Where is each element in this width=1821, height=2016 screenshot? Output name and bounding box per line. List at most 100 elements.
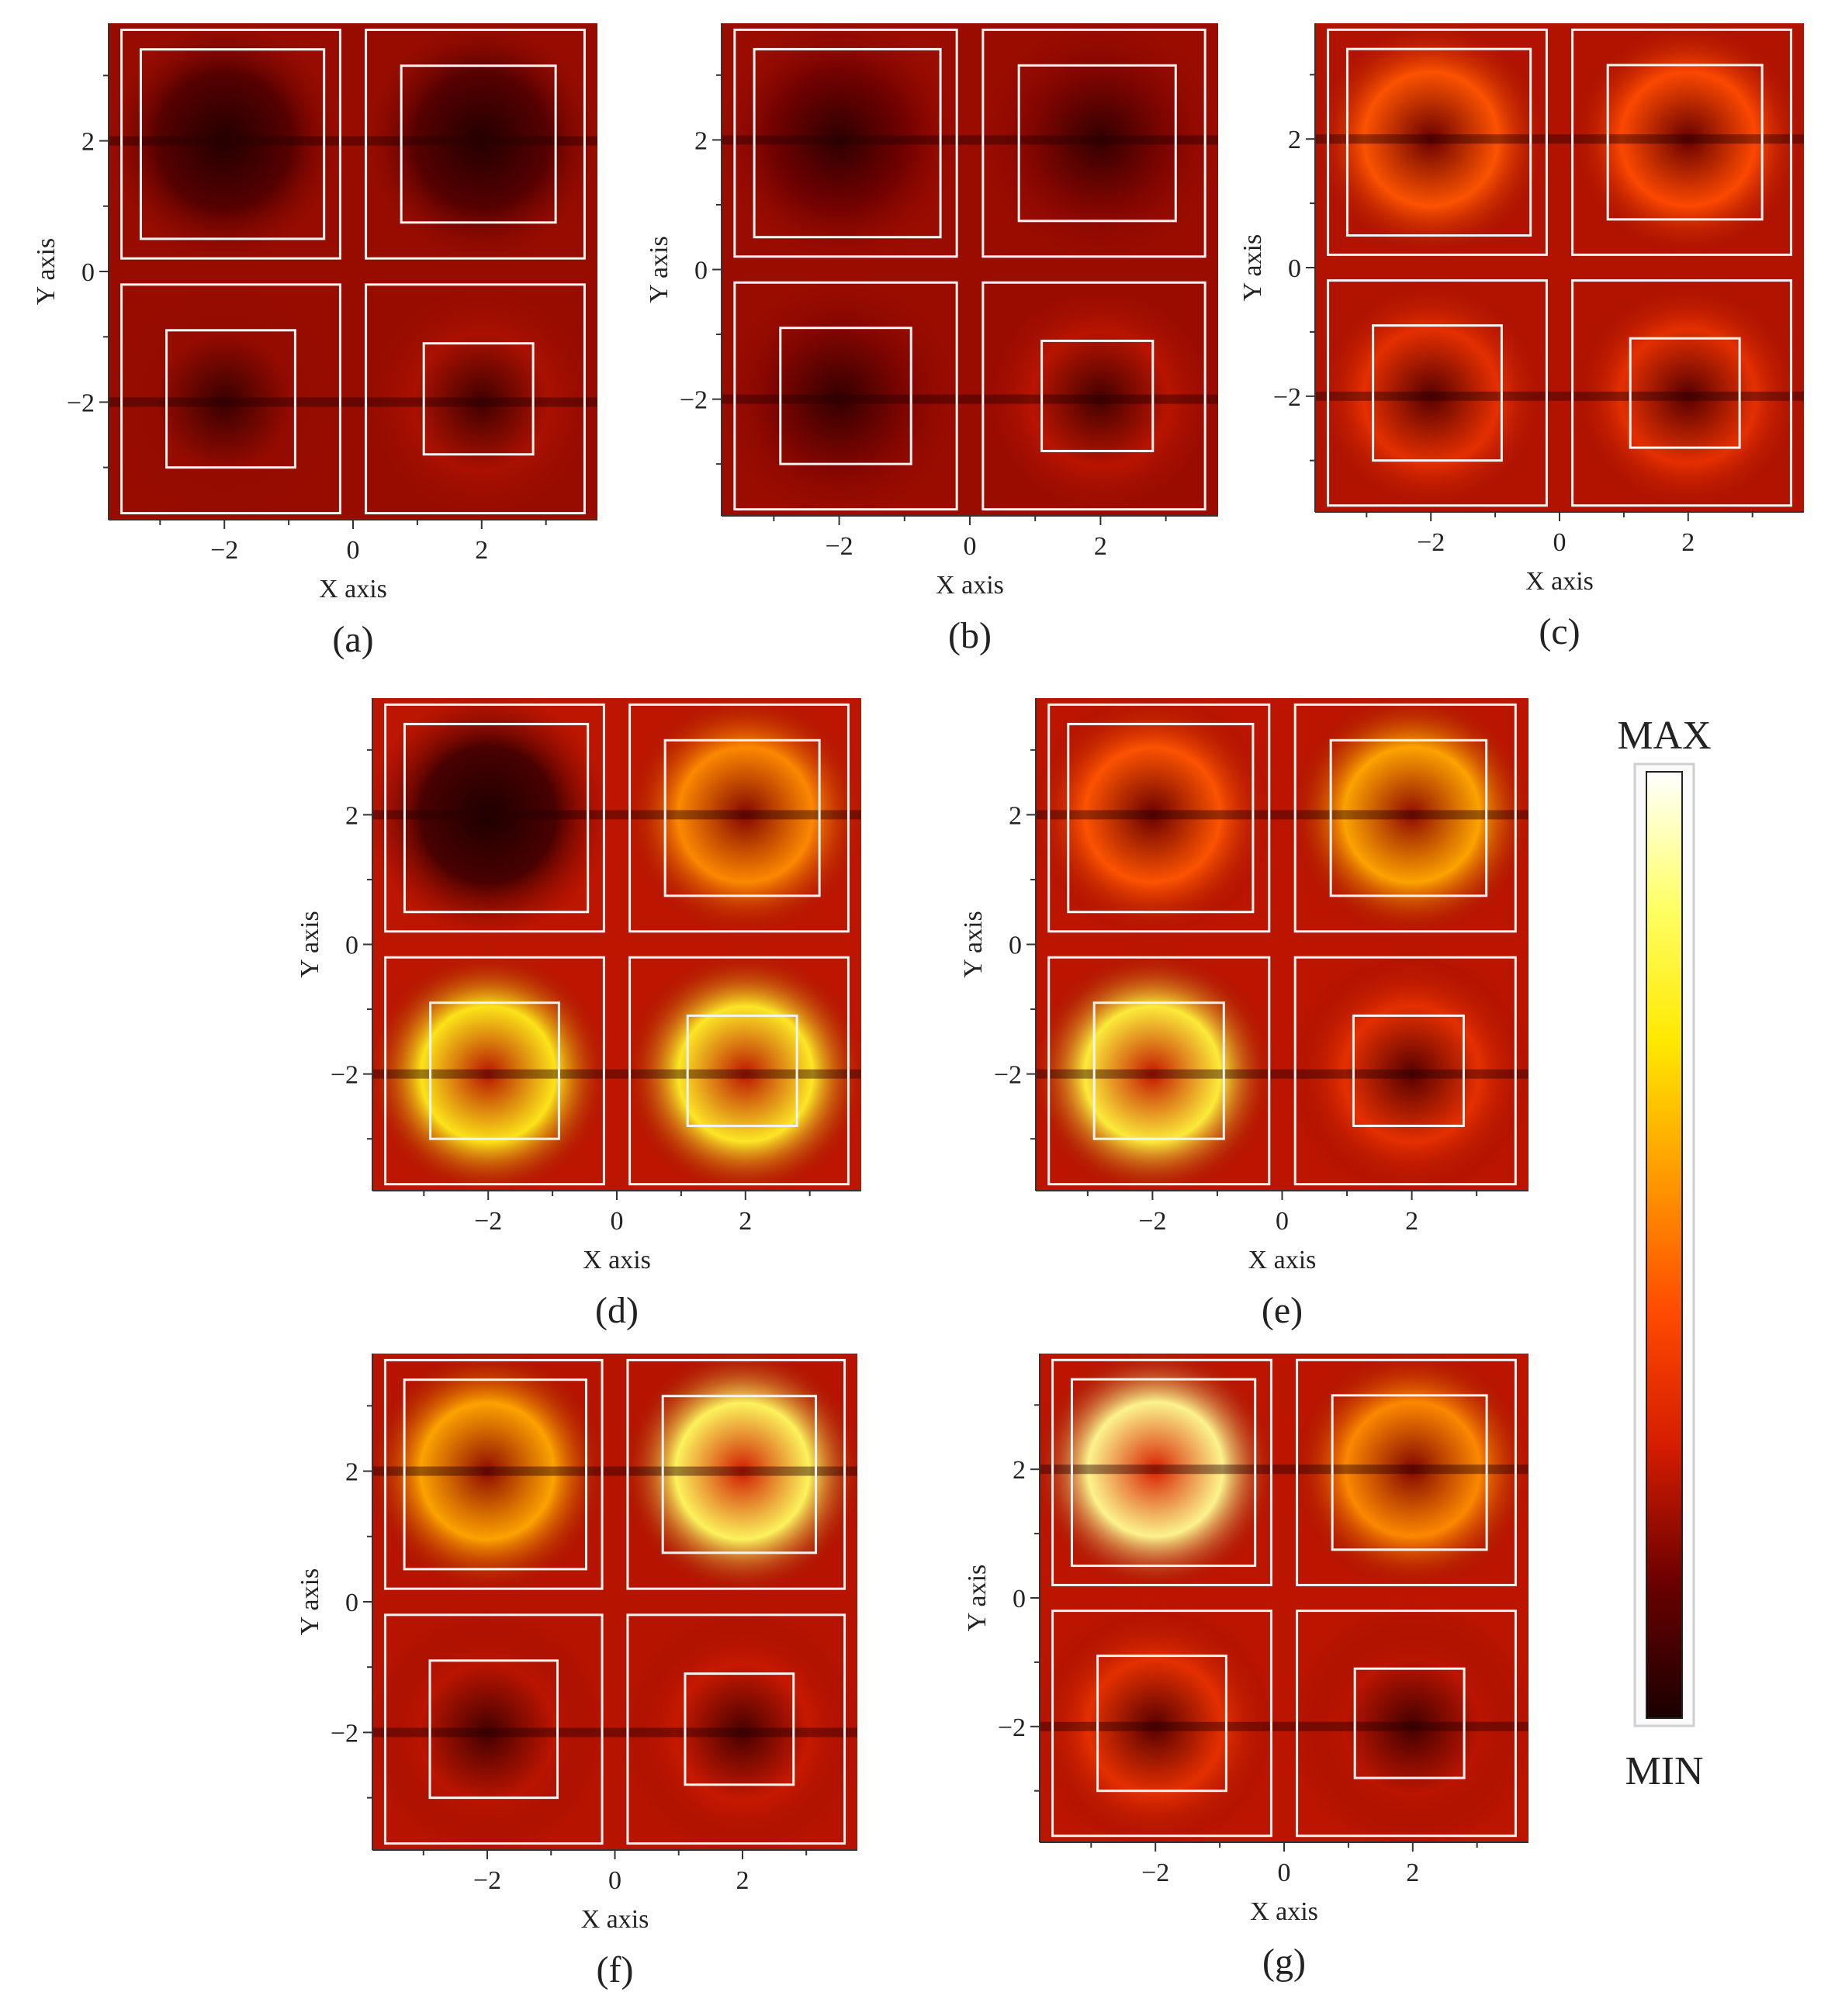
caption-b: (b) [948, 615, 992, 656]
y-axis-label-e: Y axis [959, 911, 988, 978]
panel-a: −2 0 2 2 0 −2 X axis Y axis (a) [32, 23, 597, 660]
hotspot [1566, 274, 1804, 512]
inner-box [1372, 324, 1503, 462]
dark-band [1036, 1069, 1528, 1079]
outer-box [1296, 1610, 1517, 1838]
dark-band [372, 1727, 857, 1738]
x-tick-label: 0 [608, 1866, 621, 1895]
hotspot [1315, 23, 1553, 261]
outer-box [1293, 956, 1517, 1186]
y-tick-label: 2 [1288, 126, 1301, 154]
caption-g: (g) [1262, 1942, 1306, 1983]
outer-box [626, 1358, 846, 1590]
y-tick-label: 0 [1288, 254, 1301, 283]
x-axis-label-e: X axis [1248, 1246, 1317, 1274]
hotspot [1036, 698, 1276, 939]
y-tick-label: 0 [345, 1589, 358, 1617]
inner-box [1629, 337, 1741, 449]
x-tick-label: −2 [1417, 528, 1445, 557]
outer-box [1571, 28, 1792, 256]
outer-box [1051, 1358, 1272, 1586]
inner-box [1352, 1014, 1465, 1127]
hotspot [372, 1354, 609, 1596]
inner-box [1353, 1667, 1466, 1779]
y-tick-label: 0 [81, 258, 95, 287]
inner-box [1040, 339, 1155, 452]
outer-box [733, 281, 958, 511]
y-axis-label-c: Y axis [1238, 234, 1267, 302]
dark-band [1040, 1464, 1528, 1475]
colorbar: MAX MIN [1617, 714, 1711, 1793]
heatmap-b: −2 0 2 2 0 −2 [680, 23, 1218, 561]
outer-box [383, 1358, 604, 1590]
x-tick-label: 2 [1405, 1207, 1418, 1236]
dark-band [1040, 1721, 1528, 1731]
hotspot [1290, 1604, 1528, 1842]
inner-box [165, 329, 296, 469]
hotspot [109, 278, 347, 520]
outer-box [1327, 279, 1548, 507]
outer-box [1293, 703, 1517, 933]
outer-box [628, 703, 850, 933]
outer-box [120, 283, 341, 515]
y-tick-label: 0 [1009, 932, 1022, 960]
y-tick-label: 0 [345, 932, 358, 960]
inner-box [1329, 738, 1488, 897]
dark-band [722, 135, 1218, 145]
panel-d: −2 0 2 2 0 −2 X axis Y axis (d) [296, 698, 861, 1331]
heatmap-d: −2 0 2 2 0 −2 [331, 698, 861, 1236]
y-tick-label: −2 [680, 386, 708, 415]
x-axis-label-a: X axis [319, 575, 387, 603]
caption-c: (c) [1539, 611, 1580, 652]
outer-box [1296, 1358, 1517, 1586]
inner-box [1017, 64, 1177, 223]
hotspot [623, 698, 861, 939]
outer-box [384, 703, 605, 933]
y-tick-label: 2 [81, 128, 95, 157]
inner-box [663, 738, 821, 897]
colorbar-max-label: MAX [1617, 714, 1711, 758]
hotspot [109, 23, 347, 265]
hotspot [1040, 1354, 1278, 1592]
hotspot [621, 1354, 857, 1596]
dark-band [1036, 810, 1528, 820]
outer-box [981, 28, 1206, 258]
x-tick-label: −2 [474, 1207, 502, 1236]
outer-box [365, 283, 586, 515]
hotspot [722, 23, 964, 264]
outer-box [1047, 956, 1271, 1186]
inner-box [428, 1659, 559, 1800]
outer-box [383, 1613, 604, 1845]
heatmap-c: −2 0 2 2 0 −2 [1273, 23, 1804, 557]
inner-box [403, 1378, 587, 1571]
y-tick-label: 2 [345, 1458, 358, 1487]
colorbar-min-label: MIN [1625, 1749, 1703, 1793]
x-axis-label-g: X axis [1250, 1897, 1318, 1926]
x-tick-label: 2 [736, 1866, 749, 1895]
x-tick-label: 0 [1553, 528, 1567, 557]
outer-box [733, 28, 958, 258]
x-tick-label: 0 [1278, 1859, 1291, 1887]
hotspot [623, 950, 861, 1191]
y-tick-label: 2 [694, 126, 708, 155]
caption-a: (a) [332, 619, 373, 660]
x-tick-label: −2 [1138, 1207, 1166, 1236]
inner-box [139, 48, 326, 240]
heatmap-e: −2 0 2 2 0 −2 [994, 698, 1528, 1236]
y-tick-label: 2 [345, 801, 358, 830]
hotspot [1288, 698, 1528, 939]
caption-d: (d) [595, 1290, 639, 1331]
dark-band [372, 1069, 861, 1079]
panel-c: −2 0 2 2 0 −2 X axis Y axis (c) [1238, 23, 1804, 652]
inner-box [1070, 1378, 1257, 1568]
x-tick-label: 0 [1276, 1207, 1289, 1236]
heatmap-a: −2 0 2 2 0 −2 [67, 23, 597, 565]
dark-band [722, 394, 1218, 404]
y-tick-label: −2 [331, 1061, 358, 1090]
inner-box [1096, 1655, 1227, 1793]
hotspot [1566, 23, 1804, 261]
hotspot [359, 23, 597, 265]
x-tick-label: −2 [1141, 1859, 1169, 1887]
hotspot [1040, 1604, 1278, 1842]
